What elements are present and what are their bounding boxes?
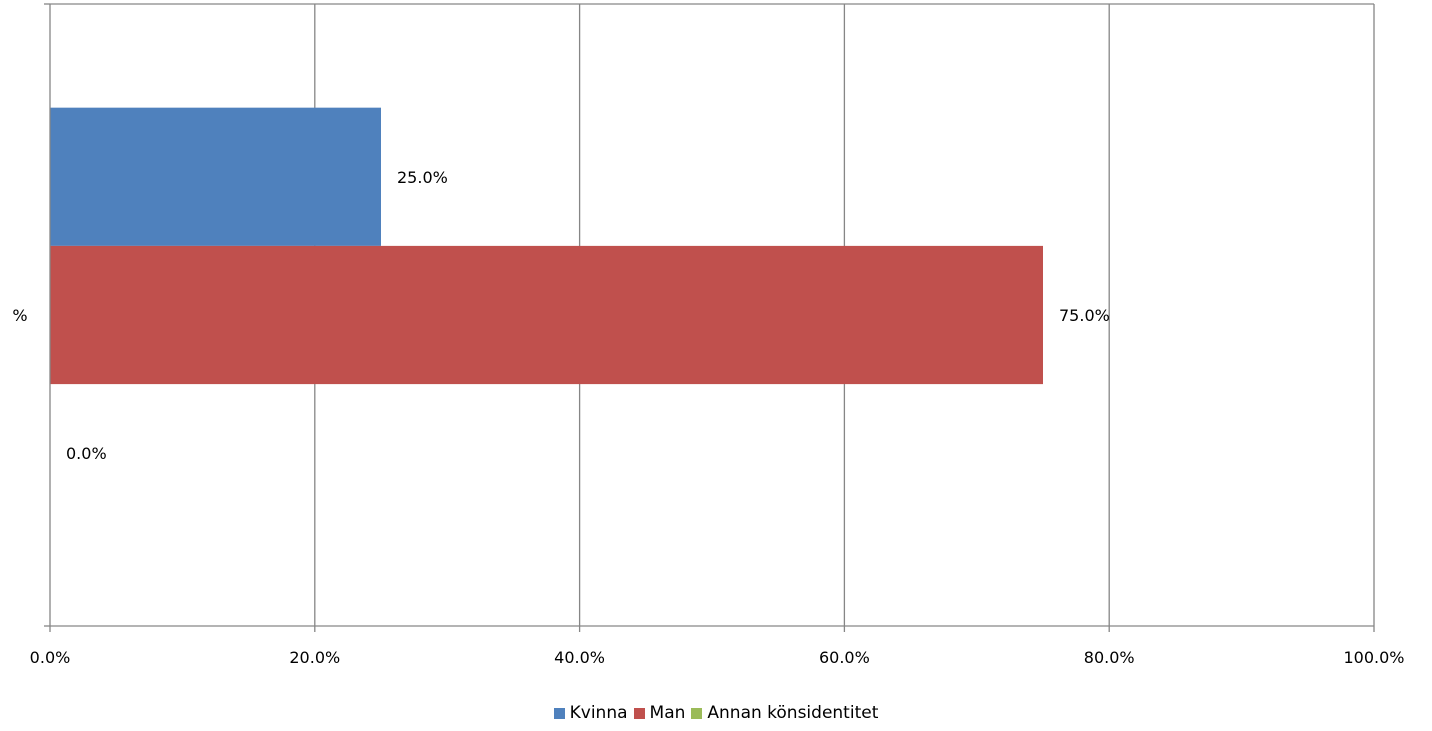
data-labels: 25.0% 75.0% 0.0% — [66, 168, 1110, 463]
y-tick-labels: % — [12, 306, 27, 325]
x-tick-label-1: 20.0% — [289, 648, 340, 667]
legend-item-man: Man — [633, 703, 686, 723]
legend-swatch-annan — [691, 707, 703, 719]
x-tick-labels: 0.0% 20.0% 40.0% 60.0% 80.0% 100.0% — [30, 648, 1405, 667]
bar-man — [50, 245, 1043, 385]
x-tick-label-4: 80.0% — [1084, 648, 1135, 667]
legend-swatch-kvinna — [553, 707, 565, 719]
data-label-man: 75.0% — [1059, 306, 1110, 325]
data-label-annan-k-nsidentitet: 0.0% — [66, 444, 107, 463]
legend-item-annan: Annan könsidentitet — [691, 703, 878, 723]
x-tick-label-5: 100.0% — [1343, 648, 1404, 667]
bar-kvinna — [50, 107, 381, 246]
data-label-kvinna: 25.0% — [397, 168, 448, 187]
legend-label-annan: Annan könsidentitet — [707, 703, 879, 723]
x-tick-label-2: 40.0% — [554, 648, 605, 667]
y-tick-label-0: % — [12, 306, 27, 325]
legend-item-kvinna: Kvinna — [553, 703, 628, 723]
x-tick-label-3: 60.0% — [819, 648, 870, 667]
legend-label-man: Man — [649, 703, 686, 723]
x-tick-label-0: 0.0% — [30, 648, 71, 667]
legend: Kvinna Man Annan könsidentitet — [0, 703, 1432, 723]
bars — [50, 107, 1043, 385]
legend-swatch-man — [633, 707, 645, 719]
legend-label-kvinna: Kvinna — [569, 703, 628, 723]
axes — [44, 3, 1375, 632]
